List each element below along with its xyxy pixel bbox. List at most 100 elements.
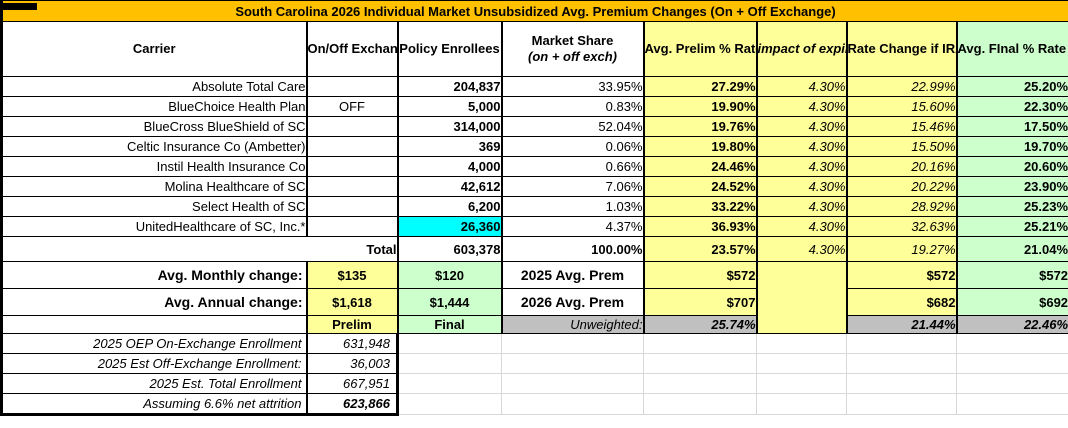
enrollment-row: 2025 Est. Total Enrollment 667,951 xyxy=(0,373,1068,394)
column-header-row: Carrier On/Off Exchange Policy Enrollees… xyxy=(0,21,1068,77)
carrier-name-cell: Molina Healthcare of SC xyxy=(0,176,308,197)
prelim-rate-cell: 19.80% xyxy=(642,136,758,157)
prelim-rate-cell: 27.29% xyxy=(642,76,758,97)
unweighted-prelim: 25.74% xyxy=(642,315,758,334)
ira-impact-cell: 4.30% xyxy=(755,96,848,117)
market-share-cell: 33.95% xyxy=(500,76,645,97)
enrollees-cell: 5,000 xyxy=(396,96,503,117)
enrollment-value-cell: 631,948 xyxy=(305,333,399,354)
empty-grid-cell xyxy=(501,353,644,374)
avg-annual-change-row: Avg. Annual change: $1,618 $1,444 2026 A… xyxy=(0,288,1068,316)
enrollees-cell: 26,360 xyxy=(396,216,503,237)
unweighted-row: Prelim Final Unweighted: 25.74% 21.44% 2… xyxy=(0,315,1068,334)
empty-grid-cell xyxy=(501,333,644,354)
prem-2026-extended: $682 xyxy=(845,288,958,316)
empty-grid-cell xyxy=(846,393,957,415)
empty-grid-cell xyxy=(955,373,1068,394)
total-label: Total xyxy=(0,236,399,262)
monthly-prelim-amount: $135 xyxy=(305,261,399,289)
market-share-cell: 0.83% xyxy=(500,96,645,117)
col-header-extended-rate: Rate Change if IRA subsidies extended xyxy=(845,21,958,77)
total-enrollees: 603,378 xyxy=(396,236,503,262)
enrollees-cell: 204,837 xyxy=(396,76,503,97)
empty-grid-cell xyxy=(846,353,957,374)
empty-grid-cell xyxy=(501,373,644,394)
market-share-cell: 4.37% xyxy=(500,216,645,237)
market-share-cell: 1.03% xyxy=(500,196,645,217)
prem-2025-label: 2025 Avg. Prem xyxy=(500,261,645,289)
carrier-row: UnitedHealthcare of SC, Inc.* 26,360 4.3… xyxy=(0,216,1068,237)
prem-2025-final: $572 xyxy=(955,261,1068,289)
annual-change-label: Avg. Annual change: xyxy=(0,288,308,316)
prem-2025-prelim: $572 xyxy=(642,261,758,289)
enrollees-cell: 369 xyxy=(396,136,503,157)
unweighted-label: Unweighted: xyxy=(500,315,645,334)
prem-2026-label: 2026 Avg. Prem xyxy=(500,288,645,316)
empty-grid-cell xyxy=(756,373,847,394)
final-rate-cell: 20.60% xyxy=(955,156,1068,177)
carrier-rows: Absolute Total Care 204,837 33.95% 27.29… xyxy=(0,76,1068,237)
total-extended-rate: 19.27% xyxy=(845,236,958,262)
prem-2026-prelim: $707 xyxy=(642,288,758,316)
title-row: South Carolina 2026 Individual Market Un… xyxy=(0,0,1068,22)
carrier-name-cell: BlueCross BlueShield of SC xyxy=(0,116,308,137)
exchange-cell: OFF xyxy=(305,96,399,117)
final-rate-cell: 22.30% xyxy=(955,96,1068,117)
col-header-ira-impact: impact of expiration of IRA subs xyxy=(755,21,848,77)
empty-grid-cell xyxy=(756,393,847,415)
ira-impact-cell: 4.30% xyxy=(755,116,848,137)
extended-rate-cell: 20.16% xyxy=(845,156,958,177)
extended-rate-cell: 15.60% xyxy=(845,96,958,117)
prelim-rate-cell: 36.93% xyxy=(642,216,758,237)
empty-grid-cell xyxy=(397,393,502,415)
prelim-rate-cell: 19.90% xyxy=(642,96,758,117)
col-header-prelim-rate: Avg. Prelim % Rate Change xyxy=(642,21,758,77)
final-rate-cell: 23.90% xyxy=(955,176,1068,197)
extended-rate-cell: 28.92% xyxy=(845,196,958,217)
ira-impact-cell: 4.30% xyxy=(755,216,848,237)
market-share-cell: 0.66% xyxy=(500,156,645,177)
ira-impact-cell: 4.30% xyxy=(755,176,848,197)
exchange-cell xyxy=(305,156,399,177)
empty-grid-cell xyxy=(955,333,1068,354)
col-header-market-share: Market Share (on + off exch) xyxy=(500,21,645,77)
carrier-row: BlueChoice Health Plan OFF 5,000 0.83% 1… xyxy=(0,96,1068,117)
market-share-sublabel: (on + off exch) xyxy=(528,49,617,64)
enrollment-label-cell: 2025 OEP On-Exchange Enrollment xyxy=(0,333,308,354)
monthly-final-amount: $120 xyxy=(396,261,503,289)
empty-grid-cell xyxy=(955,393,1068,415)
prelim-rate-cell: 24.52% xyxy=(642,176,758,197)
empty-grid-cell xyxy=(397,353,502,374)
empty-grid-cell xyxy=(756,333,847,354)
unweighted-final: 22.46% xyxy=(955,315,1068,334)
empty-grid-cell xyxy=(643,393,757,415)
exchange-cell xyxy=(305,176,399,197)
enrollment-label-cell: 2025 Est. Total Enrollment xyxy=(0,373,308,394)
enrollment-value-cell: 623,866 xyxy=(305,393,399,416)
empty-grid-cell xyxy=(501,393,644,415)
total-prelim-rate: 23.57% xyxy=(642,236,758,262)
prelim-rate-cell: 24.46% xyxy=(642,156,758,177)
enrollment-row: 2025 OEP On-Exchange Enrollment 631,948 xyxy=(0,333,1068,354)
exchange-cell xyxy=(305,216,399,237)
extended-rate-cell: 15.50% xyxy=(845,136,958,157)
ira-impact-cell: 4.30% xyxy=(755,196,848,217)
enrollees-cell: 6,200 xyxy=(396,196,503,217)
enrollment-row: 2025 Est Off-Exchange Enrollment: 36,003 xyxy=(0,353,1068,374)
market-share-cell: 7.06% xyxy=(500,176,645,197)
enrollment-rows: 2025 OEP On-Exchange Enrollment 631,948 … xyxy=(0,333,1068,416)
prelim-rate-cell: 19.76% xyxy=(642,116,758,137)
enrollment-value-cell: 36,003 xyxy=(305,353,399,374)
exchange-cell xyxy=(305,116,399,137)
carrier-row: BlueCross BlueShield of SC 314,000 52.04… xyxy=(0,116,1068,137)
exchange-cell xyxy=(305,76,399,97)
enrollment-row: Assuming 6.6% net attrition 623,866 xyxy=(0,393,1068,416)
table-title: South Carolina 2026 Individual Market Un… xyxy=(0,0,1068,22)
empty-grid-cell xyxy=(397,333,502,354)
carrier-name-cell: Select Health of SC xyxy=(0,196,308,217)
carrier-name-cell: UnitedHealthcare of SC, Inc.* xyxy=(0,216,308,237)
empty-grid-cell xyxy=(397,373,502,394)
annual-final-amount: $1,444 xyxy=(396,288,503,316)
carrier-name-cell: Absolute Total Care xyxy=(0,76,308,97)
